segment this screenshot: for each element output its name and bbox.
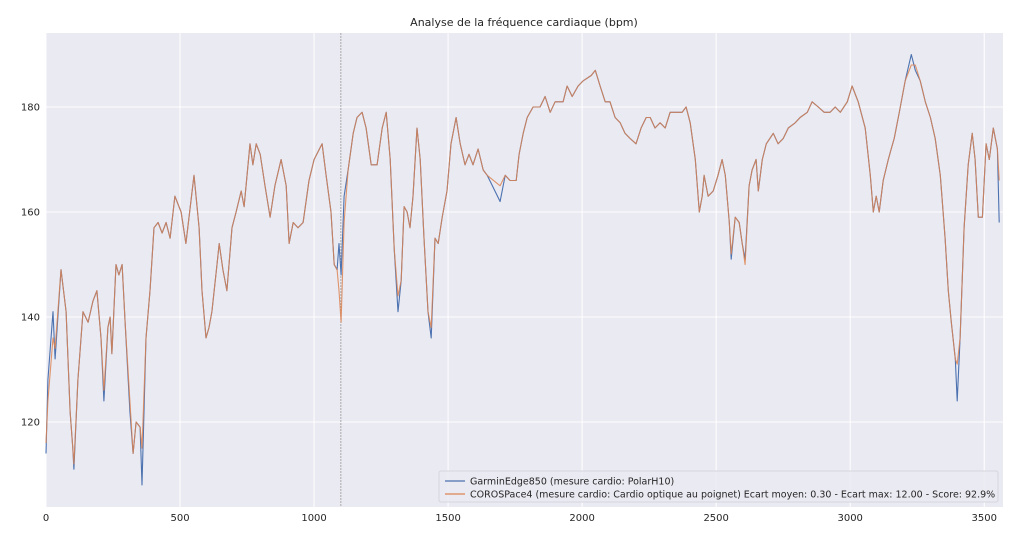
- axis-ticks: 0 500 1000 1500 2000 2500 3000 3500 120 140 160 180: [21, 103, 997, 524]
- x-tick-label: 3500: [972, 513, 997, 524]
- legend: GarminEdge850 (mesure cardio: PolarH10) …: [438, 470, 999, 503]
- x-tick-label: 1000: [301, 513, 326, 524]
- x-tick-label: 500: [170, 513, 189, 524]
- legend-box: [438, 470, 999, 503]
- y-tick-label: 180: [21, 103, 40, 114]
- plot-area: [46, 33, 1003, 507]
- series-line-coros: [45, 64, 1000, 465]
- x-tick-label: 1500: [435, 513, 460, 524]
- x-tick-label: 2000: [569, 513, 594, 524]
- grid: [45, 33, 1003, 507]
- legend-label-coros: COROSPace4 (mesure cardio: Cardio optiqu…: [470, 490, 995, 501]
- x-tick-label: 0: [43, 513, 49, 524]
- y-tick-label: 140: [21, 312, 40, 323]
- x-tick-label: 3000: [837, 513, 862, 524]
- y-tick-label: 120: [21, 417, 40, 428]
- y-tick-label: 160: [21, 207, 40, 218]
- series-lines: [45, 53, 1000, 486]
- x-tick-label: 2500: [703, 513, 728, 524]
- legend-label-garmin: GarminEdge850 (mesure cardio: PolarH10): [470, 477, 674, 488]
- chart-title: Analyse de la fréquence cardiaque (bpm): [410, 16, 638, 29]
